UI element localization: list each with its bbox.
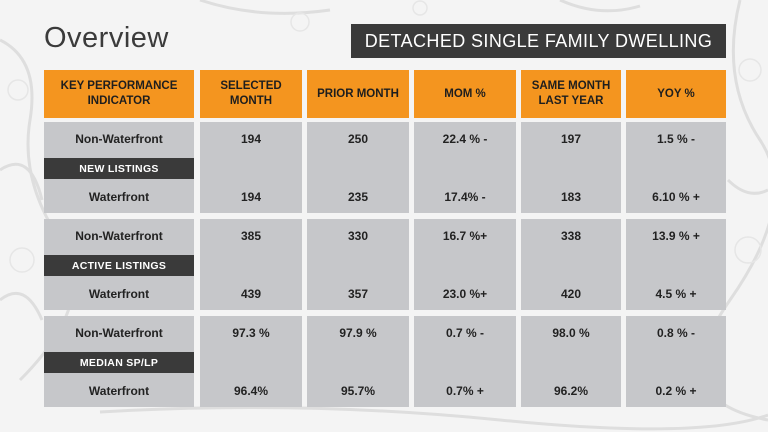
group-bg — [200, 122, 302, 213]
group-bg — [626, 316, 726, 407]
header-mom: MOM % — [414, 70, 516, 118]
group-bg — [414, 219, 516, 310]
header-kpi: KEY PERFORMANCE INDICATOR — [44, 70, 194, 118]
header-selected-month: SELECTED MONTH — [200, 70, 302, 118]
row-name: Non-Waterfront — [75, 132, 163, 146]
row-name: Waterfront — [88, 190, 150, 204]
cell-selected: 96.4% — [233, 384, 269, 398]
group-bg — [626, 122, 726, 213]
cell-prior: 330 — [347, 229, 369, 243]
group-bg — [200, 316, 302, 407]
cell-mom: 16.7 %+ — [442, 229, 488, 243]
group-bg — [414, 122, 516, 213]
cell-selected: 385 — [240, 229, 262, 243]
cell-yoy: 0.2 % + — [655, 384, 697, 398]
cell-yoy: 4.5 % + — [655, 287, 697, 301]
cell-yoy: 1.5 % - — [656, 132, 695, 146]
group-bg — [521, 316, 621, 407]
group-bg — [414, 316, 516, 407]
cell-same-last-year: 183 — [560, 190, 582, 204]
cell-yoy: 6.10 % + — [652, 190, 700, 204]
cell-same-last-year: 96.2% — [553, 384, 589, 398]
cell-selected: 194 — [240, 190, 262, 204]
cell-mom: 22.4 % - — [442, 132, 488, 146]
cell-same-last-year: 197 — [560, 132, 582, 146]
cell-selected: 194 — [240, 132, 262, 146]
group-label-new-listings: NEW LISTINGS — [44, 158, 194, 179]
group-bg — [521, 122, 621, 213]
group-bg — [626, 219, 726, 310]
cell-mom: 0.7% + — [446, 384, 484, 398]
cell-mom: 17.4% - — [444, 190, 486, 204]
cell-selected: 97.3 % — [232, 326, 270, 340]
group-label-median-sp-lp: MEDIAN SP/LP — [44, 352, 194, 373]
group-bg — [521, 219, 621, 310]
cell-same-last-year: 98.0 % — [552, 326, 590, 340]
category-banner: DETACHED SINGLE FAMILY DWELLING — [351, 24, 726, 58]
cell-selected: 439 — [240, 287, 262, 301]
cell-prior: 250 — [347, 132, 369, 146]
row-name: Waterfront — [88, 384, 150, 398]
header-same-month-last-year: SAME MONTH LAST YEAR — [521, 70, 621, 118]
row-name: Non-Waterfront — [75, 229, 163, 243]
cell-same-last-year: 338 — [560, 229, 582, 243]
cell-yoy: 0.8 % - — [656, 326, 695, 340]
group-bg — [307, 316, 409, 407]
cell-same-last-year: 420 — [560, 287, 582, 301]
header-prior-month: PRIOR MONTH — [307, 70, 409, 118]
cell-mom: 0.7 % - — [445, 326, 484, 340]
group-bg — [200, 219, 302, 310]
header-yoy: YOY % — [626, 70, 726, 118]
group-label-active-listings: ACTIVE LISTINGS — [44, 255, 194, 276]
row-name: Non-Waterfront — [75, 326, 163, 340]
page-title: Overview — [44, 22, 169, 54]
cell-mom: 23.0 %+ — [442, 287, 488, 301]
cell-prior: 97.9 % — [339, 326, 377, 340]
group-bg — [307, 122, 409, 213]
cell-prior: 235 — [347, 190, 369, 204]
cell-yoy: 13.9 % + — [652, 229, 700, 243]
group-bg — [307, 219, 409, 310]
cell-prior: 357 — [347, 287, 369, 301]
cell-prior: 95.7% — [340, 384, 376, 398]
row-name: Waterfront — [88, 287, 150, 301]
